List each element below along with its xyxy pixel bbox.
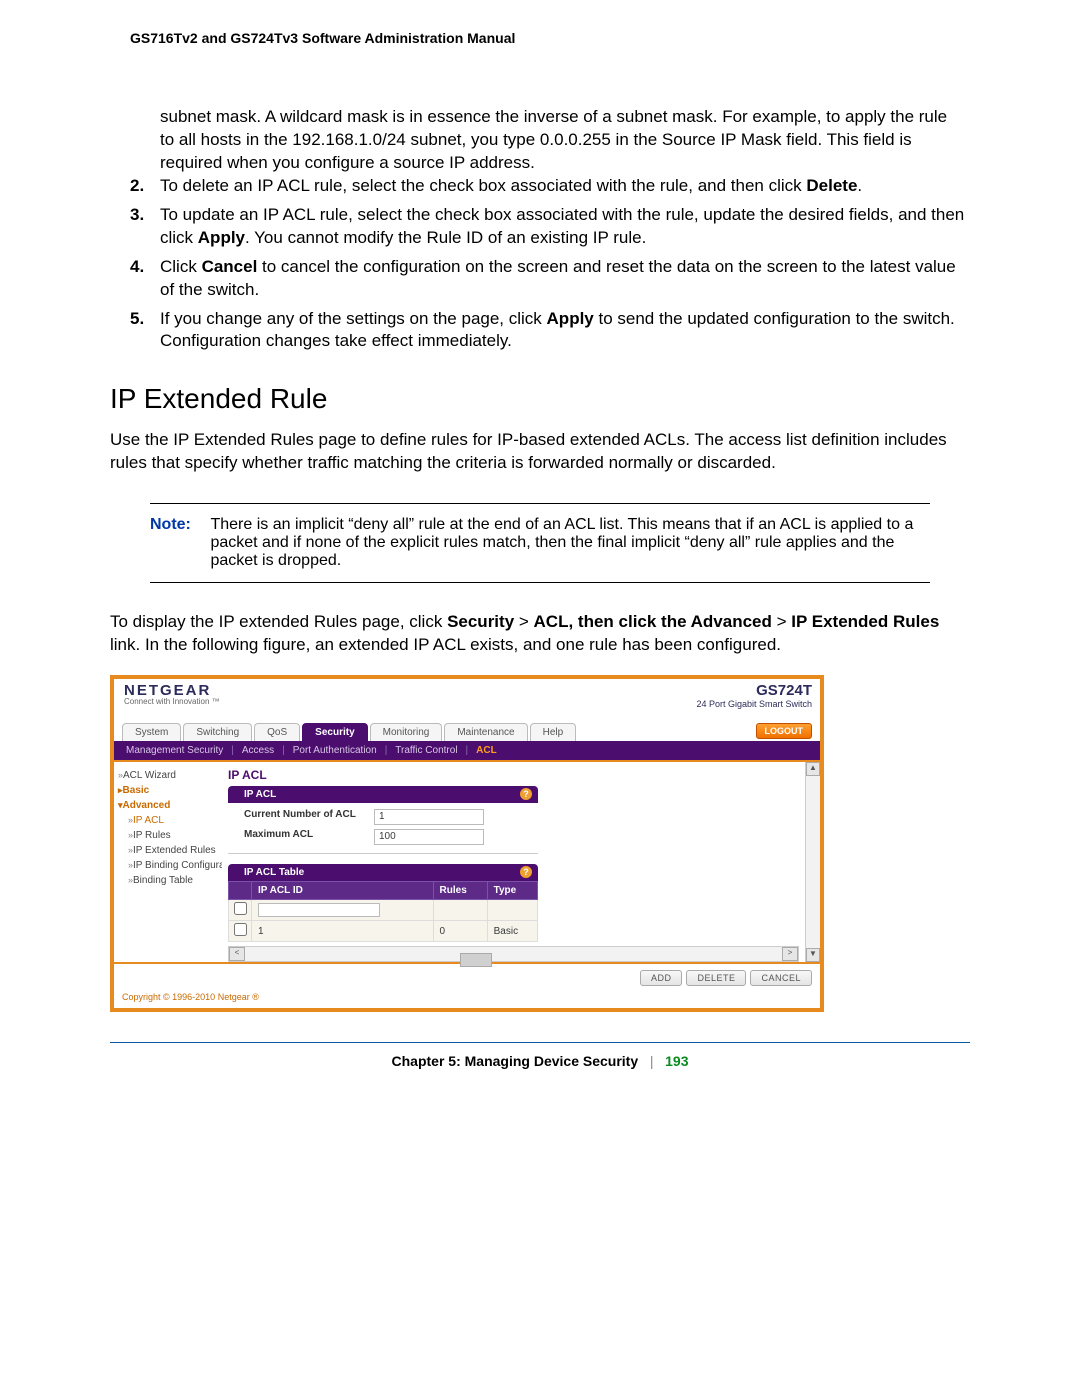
sidebar-item-acl-wizard[interactable]: ACL Wizard bbox=[118, 768, 218, 783]
tab-security[interactable]: Security bbox=[302, 723, 367, 741]
panel1-header: IP ACL ? bbox=[228, 786, 538, 803]
footer-bar: | bbox=[650, 1053, 654, 1069]
tab-help[interactable]: Help bbox=[530, 723, 577, 741]
cell-rules: 0 bbox=[433, 921, 487, 942]
brand-name: NETGEAR bbox=[124, 683, 220, 698]
page-rule bbox=[110, 1042, 970, 1043]
delete-button[interactable]: DELETE bbox=[686, 970, 746, 986]
main-tabs: SystemSwitchingQoSSecurityMonitoringMain… bbox=[114, 719, 820, 741]
section-heading: IP Extended Rule bbox=[110, 383, 970, 415]
kv-row: Maximum ACL100 bbox=[228, 827, 538, 847]
cell-type: Basic bbox=[487, 921, 537, 942]
horizontal-scrollbar[interactable]: < > bbox=[228, 946, 799, 962]
sidebar-item-ip-extended-rules[interactable]: IP Extended Rules bbox=[118, 843, 218, 858]
add-button[interactable]: ADD bbox=[640, 970, 683, 986]
help-icon[interactable]: ? bbox=[520, 788, 532, 800]
sidebar: ACL WizardBasicAdvancedIP ACLIP RulesIP … bbox=[114, 762, 222, 962]
step-item: 5.If you change any of the settings on t… bbox=[130, 308, 970, 354]
ui-topbar: NETGEAR Connect with Innovation ™ GS724T… bbox=[114, 679, 820, 719]
ui-screenshot: NETGEAR Connect with Innovation ™ GS724T… bbox=[110, 675, 824, 1012]
step-number: 4. bbox=[130, 256, 160, 302]
kv-key: Current Number of ACL bbox=[228, 809, 374, 825]
kv-value: 100 bbox=[374, 829, 484, 845]
page-footer: Chapter 5: Managing Device Security | 19… bbox=[110, 1053, 970, 1069]
model-desc: 24 Port Gigabit Smart Switch bbox=[696, 700, 812, 710]
brand-tagline: Connect with Innovation ™ bbox=[124, 698, 220, 706]
footer-chapter: Chapter 5: Managing Device Security bbox=[392, 1053, 639, 1069]
scroll-right-icon[interactable]: > bbox=[782, 947, 798, 961]
step-text: To update an IP ACL rule, select the che… bbox=[160, 204, 970, 250]
note-text: There is an implicit “deny all” rule at … bbox=[210, 516, 926, 570]
main-heading: IP ACL bbox=[228, 768, 799, 782]
vertical-scrollbar[interactable]: ▲ ▼ bbox=[805, 762, 820, 962]
panel2-header: IP ACL Table ? bbox=[228, 864, 538, 881]
subtab-acl[interactable]: ACL bbox=[476, 745, 497, 756]
step-item: 4.Click Cancel to cancel the configurati… bbox=[130, 256, 970, 302]
separator: | bbox=[282, 745, 285, 756]
row-checkbox[interactable] bbox=[234, 902, 247, 915]
step-text: Click Cancel to cancel the configuration… bbox=[160, 256, 970, 302]
table-row: 10Basic bbox=[229, 921, 538, 942]
col-ip-acl-id: IP ACL ID bbox=[252, 882, 434, 900]
step-text: To delete an IP ACL rule, select the che… bbox=[160, 175, 970, 198]
scroll-down-icon[interactable]: ▼ bbox=[806, 948, 820, 962]
kv-row: Current Number of ACL1 bbox=[228, 807, 538, 827]
table-input-row bbox=[229, 900, 538, 921]
step-number: 3. bbox=[130, 204, 160, 250]
step-number: 2. bbox=[130, 175, 160, 198]
tab-monitoring[interactable]: Monitoring bbox=[370, 723, 443, 741]
cancel-button[interactable]: CANCEL bbox=[750, 970, 812, 986]
sidebar-item-advanced[interactable]: Advanced bbox=[118, 798, 218, 813]
separator: | bbox=[231, 745, 234, 756]
col-rules: Rules bbox=[433, 882, 487, 900]
sidebar-item-ip-binding-configuration[interactable]: IP Binding Configuration bbox=[118, 858, 218, 873]
numbered-steps: 2.To delete an IP ACL rule, select the c… bbox=[110, 175, 970, 354]
sidebar-item-binding-table[interactable]: Binding Table bbox=[118, 873, 218, 888]
note-label: Note: bbox=[150, 516, 206, 534]
tab-maintenance[interactable]: Maintenance bbox=[444, 723, 527, 741]
step-text: If you change any of the settings on the… bbox=[160, 308, 970, 354]
cell-id: 1 bbox=[252, 921, 434, 942]
scroll-up-icon[interactable]: ▲ bbox=[806, 762, 820, 776]
model: GS724T bbox=[696, 683, 812, 700]
kv-key: Maximum ACL bbox=[228, 829, 374, 845]
logout-button[interactable]: LOGOUT bbox=[756, 723, 813, 739]
step-item: 2.To delete an IP ACL rule, select the c… bbox=[130, 175, 970, 198]
acl-id-input[interactable] bbox=[258, 903, 380, 917]
main-panel: IP ACL IP ACL ? Current Number of ACL1Ma… bbox=[222, 762, 805, 962]
panel1-body: Current Number of ACL1Maximum ACL100 bbox=[228, 803, 538, 854]
panel1-title: IP ACL bbox=[244, 789, 276, 800]
acl-table: IP ACL IDRulesType 10Basic bbox=[228, 881, 538, 942]
step-number: 5. bbox=[130, 308, 160, 354]
row-checkbox[interactable] bbox=[234, 923, 247, 936]
sub-tabs: Management Security | Access | Port Authenti… bbox=[114, 741, 820, 760]
sidebar-item-ip-rules[interactable]: IP Rules bbox=[118, 828, 218, 843]
subtab-traffic-control[interactable]: Traffic Control bbox=[395, 745, 457, 756]
to-display-paragraph: To display the IP extended Rules page, c… bbox=[110, 611, 970, 657]
section-intro: Use the IP Extended Rules page to define… bbox=[110, 429, 970, 475]
continuation-paragraph: subnet mask. A wildcard mask is in essen… bbox=[160, 106, 960, 175]
separator: | bbox=[466, 745, 469, 756]
tab-switching[interactable]: Switching bbox=[183, 723, 252, 741]
ui-copyright: Copyright © 1996-2010 Netgear ® bbox=[114, 990, 820, 1008]
scroll-thumb[interactable] bbox=[460, 953, 492, 967]
scroll-left-icon[interactable]: < bbox=[229, 947, 245, 961]
step-item: 3.To update an IP ACL rule, select the c… bbox=[130, 204, 970, 250]
col-type: Type bbox=[487, 882, 537, 900]
separator: | bbox=[385, 745, 388, 756]
help-icon[interactable]: ? bbox=[520, 866, 532, 878]
footer-page-number: 193 bbox=[665, 1053, 688, 1069]
doc-header: GS716Tv2 and GS724Tv3 Software Administr… bbox=[130, 30, 970, 46]
sidebar-item-ip-acl[interactable]: IP ACL bbox=[118, 813, 218, 828]
col-checkbox bbox=[229, 882, 252, 900]
sidebar-item-basic[interactable]: Basic bbox=[118, 783, 218, 798]
subtab-access[interactable]: Access bbox=[242, 745, 274, 756]
tab-qos[interactable]: QoS bbox=[254, 723, 300, 741]
panel2-title: IP ACL Table bbox=[244, 867, 304, 878]
note-block: Note: There is an implicit “deny all” ru… bbox=[150, 503, 930, 583]
subtab-management-security[interactable]: Management Security bbox=[126, 745, 223, 756]
subtab-port-authentication[interactable]: Port Authentication bbox=[293, 745, 377, 756]
kv-value: 1 bbox=[374, 809, 484, 825]
tab-system[interactable]: System bbox=[122, 723, 181, 741]
